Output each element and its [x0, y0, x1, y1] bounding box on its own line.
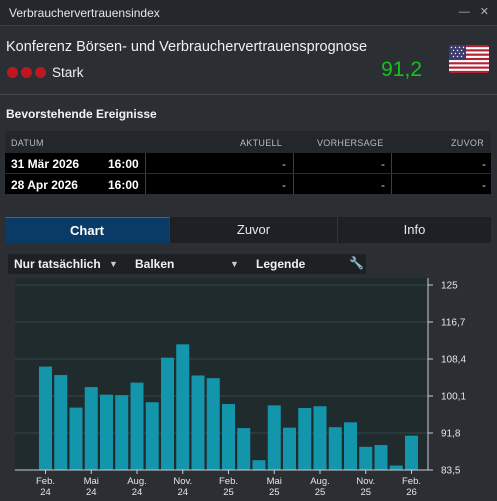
close-icon[interactable]: ✕: [479, 6, 489, 18]
y-tick-label: 91,8: [441, 429, 461, 440]
volatility-indicator: [7, 67, 46, 78]
upcoming-events-table: DATUM AKTUELL VORHERSAGE ZUVOR 31 Mär 20…: [5, 131, 491, 195]
chevron-down-icon[interactable]: ▼: [109, 259, 118, 269]
event-forecast: -: [381, 178, 385, 192]
chart-bar[interactable]: [359, 446, 373, 470]
event-value: 91,2: [381, 58, 422, 81]
x-tick-label: Aug.: [310, 476, 330, 487]
chart-bar[interactable]: [298, 408, 312, 470]
filter-dropdown[interactable]: Nur tatsächlich: [14, 257, 101, 271]
y-tick-label: 83,5: [441, 466, 461, 477]
event-actual: -: [282, 178, 286, 192]
y-tick-label: 125: [441, 281, 458, 292]
x-tick-label: 24: [40, 487, 51, 498]
x-tick-label: Feb.: [402, 476, 421, 487]
chart-bar[interactable]: [176, 344, 190, 470]
tab-info[interactable]: Info: [338, 217, 491, 243]
window-titlebar: Verbrauchervertrauensindex — ✕: [0, 0, 497, 26]
chart-bar[interactable]: [313, 406, 327, 470]
event-date: 31 Mär 2026: [11, 157, 80, 171]
x-tick-label: Feb.: [36, 476, 55, 487]
chart-bar[interactable]: [84, 387, 98, 470]
volatility-dot-icon: [35, 67, 46, 78]
x-tick-label: Mai: [267, 476, 282, 487]
x-tick-label: 25: [315, 487, 326, 498]
minimize-icon[interactable]: —: [458, 6, 470, 18]
event-previous: -: [482, 157, 486, 171]
chart-bar[interactable]: [405, 435, 418, 470]
column-forecast: VORHERSAGE: [317, 138, 384, 148]
chart-bar[interactable]: [39, 366, 52, 470]
volatility-dot-icon: [21, 67, 32, 78]
chart-bar[interactable]: [161, 357, 174, 470]
event-actual: -: [282, 157, 286, 171]
chart-bar[interactable]: [222, 404, 235, 470]
tab-bar: Chart Zuvor Info: [5, 217, 491, 243]
volatility-label: Stark: [52, 65, 84, 80]
x-tick-label: Nov.: [173, 476, 192, 487]
chart-toolbar: Nur tatsächlich ▼ Balken ▼ Legende 🔧: [8, 254, 366, 274]
chart-bar[interactable]: [54, 375, 68, 470]
chart-bar[interactable]: [191, 375, 205, 470]
upcoming-events-title: Bevorstehende Ereignisse: [6, 107, 157, 121]
chart-bar[interactable]: [115, 395, 129, 470]
x-tick-label: 24: [177, 487, 188, 498]
volatility-dot-icon: [7, 67, 18, 78]
chart-bar[interactable]: [344, 422, 357, 470]
chart-type-dropdown[interactable]: Balken: [135, 257, 175, 271]
event-header: Konferenz Börsen- und Verbrauchervertrau…: [0, 27, 497, 95]
x-tick-label: Aug.: [127, 476, 147, 487]
chart-bar[interactable]: [145, 402, 159, 470]
wrench-icon[interactable]: 🔧: [349, 256, 364, 270]
y-tick-label: 116,7: [441, 318, 466, 329]
table-row[interactable]: 31 Mär 2026 16:00 - - -: [5, 153, 491, 174]
event-forecast: -: [381, 157, 385, 171]
chart-bar[interactable]: [100, 394, 113, 470]
tab-previous[interactable]: Zuvor: [170, 217, 338, 243]
chart-bar[interactable]: [283, 427, 296, 470]
event-time: 16:00: [108, 157, 139, 171]
tab-chart[interactable]: Chart: [5, 217, 170, 243]
chart-bar[interactable]: [374, 445, 388, 470]
chart-bar[interactable]: [328, 427, 342, 470]
table-row[interactable]: 28 Apr 2026 16:00 - - -: [5, 174, 491, 195]
column-actual: AKTUELL: [240, 138, 283, 148]
us-flag-icon: [449, 45, 489, 73]
chart-bar[interactable]: [267, 405, 281, 470]
y-tick-label: 100,1: [441, 392, 466, 403]
chart-bar[interactable]: [69, 407, 83, 470]
table-header: DATUM AKTUELL VORHERSAGE ZUVOR: [5, 131, 491, 153]
chart-area: 125 116,7 108,4 100,1 91,8 83,5 Feb. 24 Mai 24 Au…: [0, 278, 497, 501]
window-title: Verbrauchervertrauensindex: [9, 6, 160, 20]
chart-bar[interactable]: [252, 460, 266, 470]
x-tick-label: 25: [360, 487, 371, 498]
column-previous: ZUVOR: [451, 138, 484, 148]
y-tick-label: 108,4: [441, 355, 466, 366]
x-tick-label: 24: [86, 487, 97, 498]
column-date: DATUM: [11, 138, 44, 148]
x-tick-label: Mai: [84, 476, 99, 487]
plot-background: [15, 278, 428, 470]
x-tick-label: 26: [406, 487, 417, 498]
event-previous: -: [482, 178, 486, 192]
x-tick-label: Feb.: [219, 476, 238, 487]
x-tick-label: 25: [269, 487, 280, 498]
x-tick-label: Nov.: [356, 476, 375, 487]
legend-button[interactable]: Legende: [256, 257, 306, 271]
chart-bar[interactable]: [237, 428, 251, 470]
event-time: 16:00: [108, 178, 139, 192]
window-controls: — ✕: [459, 5, 489, 19]
chart-bar[interactable]: [389, 465, 403, 470]
event-name: Konferenz Börsen- und Verbrauchervertrau…: [6, 39, 368, 55]
chart-bar[interactable]: [130, 382, 144, 470]
event-date: 28 Apr 2026: [11, 178, 78, 192]
chevron-down-icon[interactable]: ▼: [230, 259, 239, 269]
chart-bar[interactable]: [206, 378, 220, 470]
x-tick-label: 25: [223, 487, 234, 498]
x-tick-label: 24: [132, 487, 143, 498]
